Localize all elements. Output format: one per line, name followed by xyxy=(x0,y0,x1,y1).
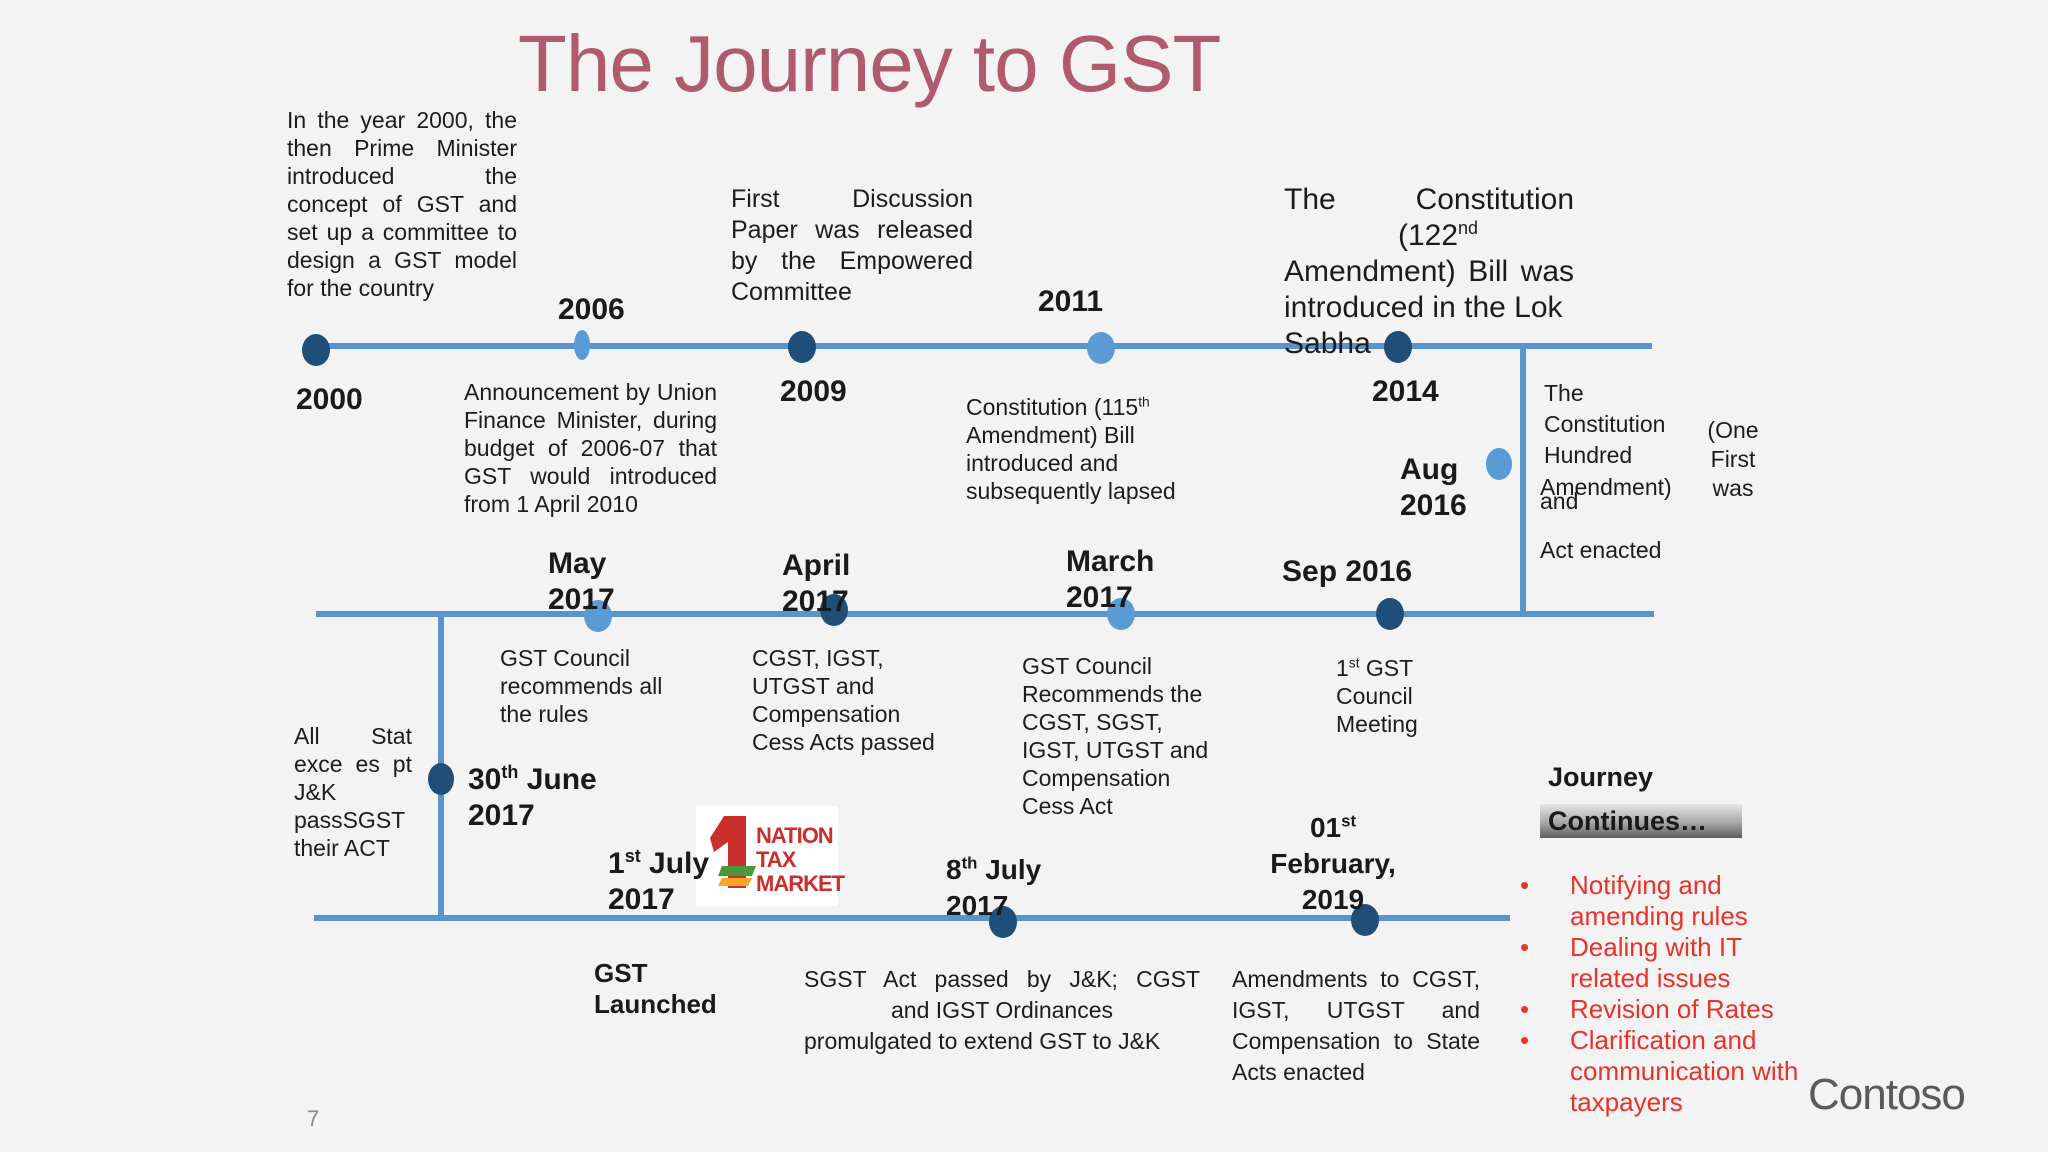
desc-may2017: GST Council recommends all the rules xyxy=(500,645,663,727)
journey-item: Clarification and communication with tax… xyxy=(1512,1025,1822,1118)
logo-text-market: MARKET xyxy=(756,871,845,896)
milestone-dot-2011 xyxy=(1087,332,1115,364)
desc-feb2019: Amendments to CGST, IGST, UTGST and Comp… xyxy=(1232,966,1480,1085)
timeline-line-bottom xyxy=(314,915,1510,921)
journey-heading-continues: Continues… xyxy=(1540,804,1742,838)
milestone-dot-aug2016 xyxy=(1486,448,1512,480)
date-april2017: April 2017 xyxy=(782,549,851,618)
journey-item: Revision of Rates xyxy=(1512,994,1822,1025)
gst-launched: GST Launched xyxy=(594,958,717,1019)
desc-2000: In the year 2000, the then Prime Ministe… xyxy=(287,107,517,301)
desc-july8-2017: SGST Act passed by J&K; CGST and IGST Or… xyxy=(804,966,1200,1054)
date-2006: 2006 xyxy=(558,293,625,326)
timeline-line-middle xyxy=(316,611,1654,617)
date-march2017: March 2017 xyxy=(1066,545,1155,614)
milestone-dot-may2017 xyxy=(584,600,612,632)
desc-aug2016-d: Act enacted xyxy=(1540,537,1662,563)
desc-april2017: CGST, IGST, UTGST and Compensation Cess … xyxy=(752,645,935,755)
milestone-dot-april2017 xyxy=(820,594,848,626)
date-july8-2017: 8th July 2017 xyxy=(946,853,1042,921)
contoso-logo: Contoso xyxy=(1808,1070,1966,1119)
milestone-dot-2014 xyxy=(1384,331,1412,363)
timeline-connector-right xyxy=(1520,345,1526,615)
date-2000: 2000 xyxy=(296,383,363,416)
milestone-dot-2006 xyxy=(574,330,590,360)
journey-item: Notifying and amending rules xyxy=(1512,870,1822,932)
milestone-dot-sep2016 xyxy=(1376,598,1404,630)
journey-heading: Journey xyxy=(1548,762,1654,792)
date-june2017: 30th June 2017 xyxy=(468,762,597,832)
journey-item: Dealing with IT related issues xyxy=(1512,932,1822,994)
desc-sep2016: 1st GST Council Meeting xyxy=(1336,655,1418,737)
date-feb2019: 01st February, 2019 xyxy=(1270,811,1396,915)
nation-tax-market-logo: NATION TAX MARKET xyxy=(696,806,845,906)
date-may2017: May 2017 xyxy=(548,547,615,616)
timeline-line-top xyxy=(316,343,1652,349)
page-number: 7 xyxy=(307,1106,320,1131)
desc-all-states-a: All Stat exce es pt J&K xyxy=(294,723,412,805)
date-sep2016: Sep 2016 xyxy=(1282,555,1413,588)
milestone-dot-june2017 xyxy=(428,763,454,795)
date-2011: 2011 xyxy=(1038,285,1104,318)
desc-aug2016-c: Amendment) and xyxy=(1540,474,1672,514)
date-aug2016: Aug 2016 xyxy=(1400,453,1467,522)
milestone-dot-feb2019 xyxy=(1351,904,1379,936)
journey-list: Notifying and amending rules Dealing wit… xyxy=(1512,870,1822,1118)
logo-text-nation: NATION xyxy=(756,823,834,848)
desc-all-states-b: passSGST their ACT xyxy=(294,807,405,861)
milestone-dot-2000 xyxy=(302,334,330,366)
desc-aug2016-a: The Constitution Hundred xyxy=(1544,380,1666,468)
desc-2009: First Discussion Paper was released by t… xyxy=(731,185,973,306)
slide-title: The Journey to GST xyxy=(518,19,1221,108)
milestone-dot-2009 xyxy=(788,331,816,363)
date-july1-2017: 1st July 2017 xyxy=(608,846,710,916)
desc-march2017: GST Council Recommends the CGST, SGST, I… xyxy=(1022,653,1209,819)
desc-aug2016-b: (One First was xyxy=(1707,417,1759,501)
desc-2011: Constitution (115th Amendment) Bill introd… xyxy=(966,394,1176,504)
logo-text-tax: TAX xyxy=(756,847,796,872)
milestone-dot-july8-2017 xyxy=(989,906,1017,938)
date-2014: 2014 xyxy=(1372,375,1439,408)
desc-2014: The Constitution (122nd Amendment) Bill … xyxy=(1284,183,1574,360)
desc-2006: Announcement by Union Finance Minister, … xyxy=(464,379,717,517)
date-2009: 2009 xyxy=(780,375,847,408)
milestone-dot-march2017 xyxy=(1107,598,1135,630)
